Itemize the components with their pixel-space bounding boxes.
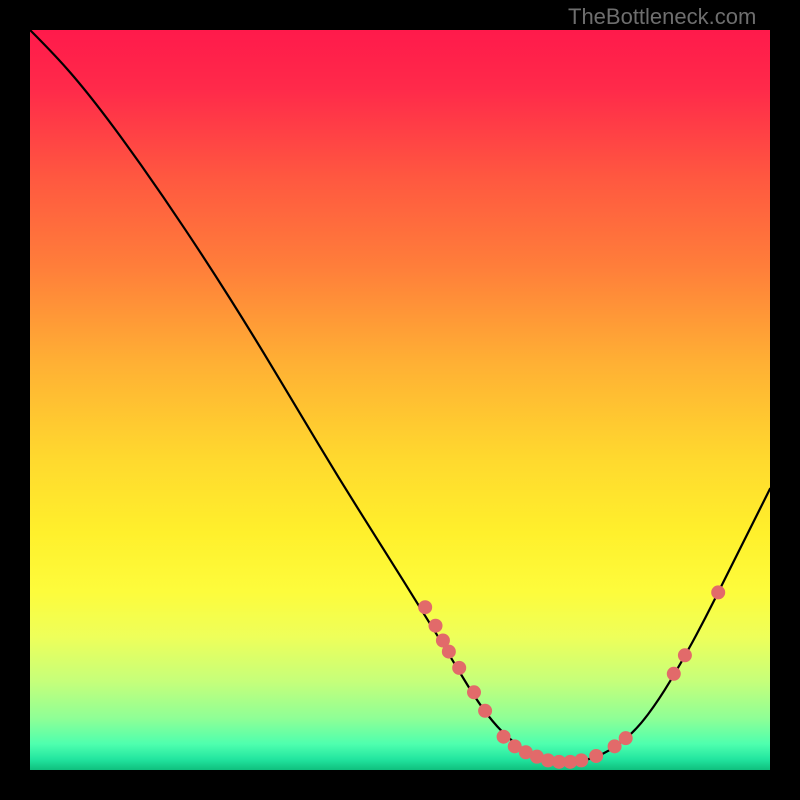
data-marker bbox=[442, 645, 455, 658]
data-marker bbox=[608, 740, 621, 753]
data-marker bbox=[419, 601, 432, 614]
chart-canvas: TheBottleneck.com bbox=[0, 0, 800, 800]
plot-area bbox=[30, 30, 770, 770]
data-marker bbox=[678, 649, 691, 662]
data-marker bbox=[575, 754, 588, 767]
data-marker bbox=[429, 619, 442, 632]
data-marker bbox=[712, 586, 725, 599]
watermark-text: TheBottleneck.com bbox=[568, 4, 756, 30]
data-marker bbox=[453, 661, 466, 674]
data-marker bbox=[667, 667, 680, 680]
data-marker bbox=[479, 704, 492, 717]
gradient-background bbox=[30, 30, 770, 770]
data-marker bbox=[619, 732, 632, 745]
plot-svg bbox=[30, 30, 770, 770]
data-marker bbox=[497, 730, 510, 743]
data-marker bbox=[590, 749, 603, 762]
data-marker bbox=[468, 686, 481, 699]
